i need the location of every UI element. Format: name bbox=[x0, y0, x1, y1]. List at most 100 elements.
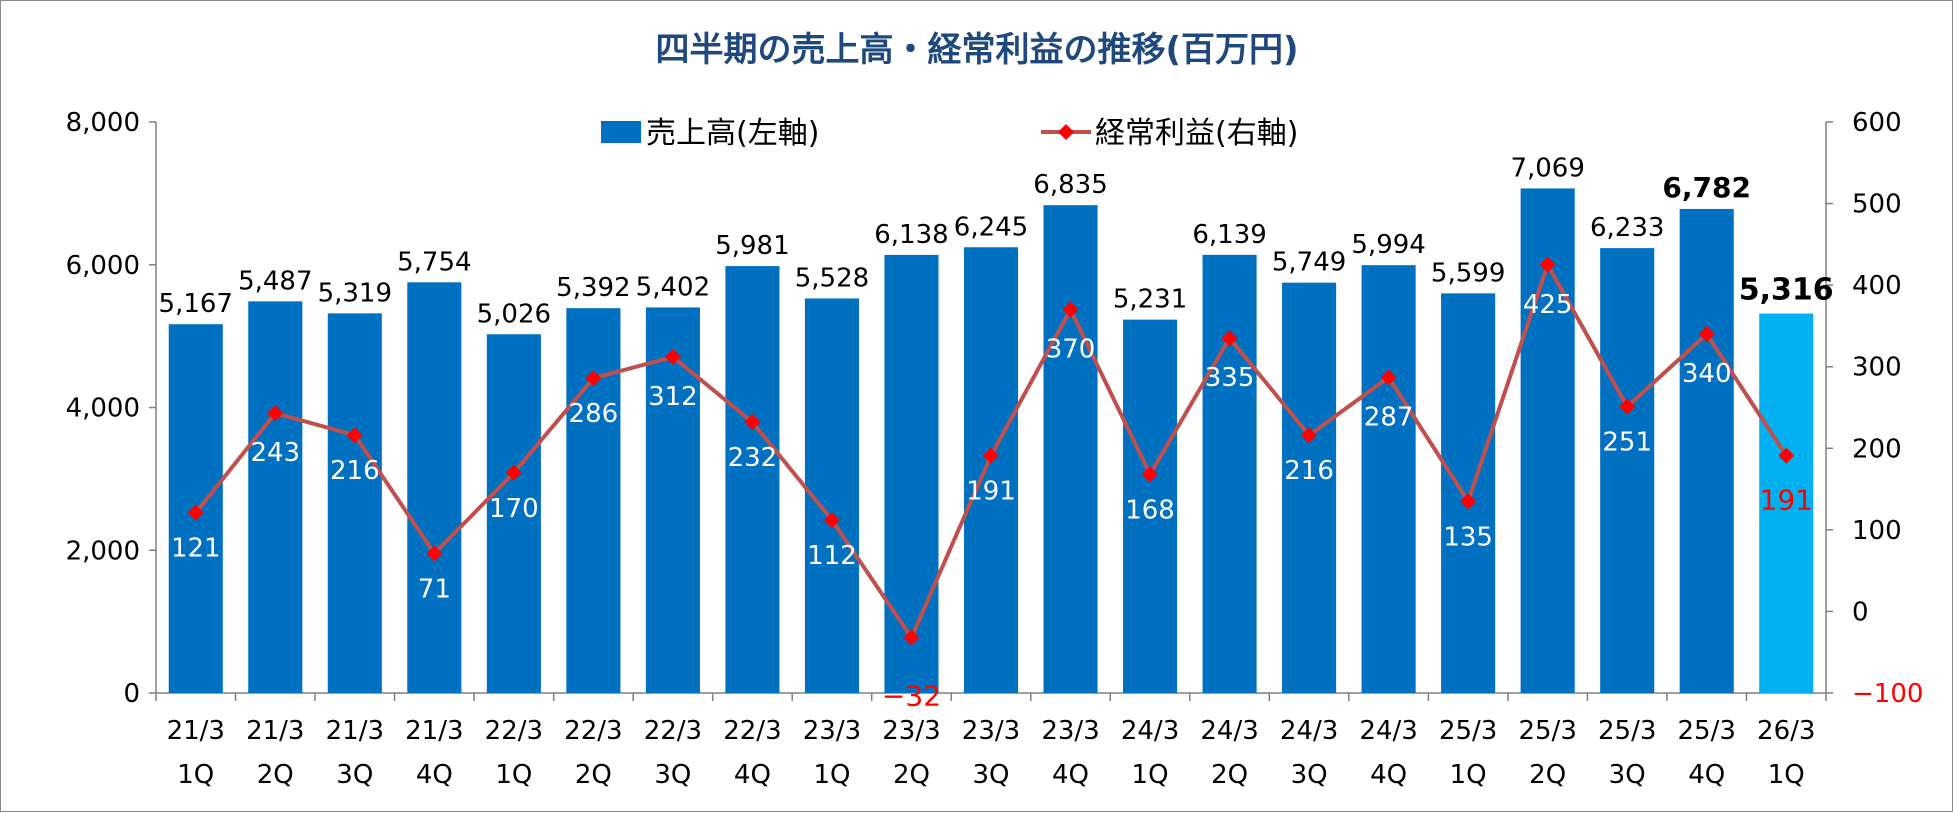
line-point bbox=[1619, 398, 1636, 415]
line-value-label: 135 bbox=[1443, 522, 1493, 552]
left-tick-label: 2,000 bbox=[66, 536, 140, 566]
bar-value-label: 7,069 bbox=[1510, 153, 1584, 183]
line-point bbox=[1778, 447, 1795, 464]
line-value-label: 112 bbox=[807, 541, 857, 571]
bar-value-label: 5,599 bbox=[1431, 258, 1505, 288]
line-point bbox=[664, 348, 681, 365]
bar bbox=[963, 247, 1019, 693]
bar bbox=[1043, 205, 1098, 694]
x-tick-label-year: 22/3 bbox=[564, 716, 622, 746]
bar bbox=[1282, 282, 1337, 693]
line-point bbox=[983, 447, 999, 464]
line-value-label: 287 bbox=[1364, 402, 1414, 432]
axes: 0 2,000 4,000 6,000 8,000 −100 0 100 200 300 400 50… bbox=[66, 108, 1924, 790]
line-value-label: 232 bbox=[728, 443, 778, 473]
x-tick-label-year: 21/3 bbox=[167, 716, 225, 746]
line-point bbox=[187, 504, 204, 521]
line-point bbox=[426, 545, 443, 562]
line-value-label: 191 bbox=[1760, 484, 1813, 517]
x-tick-label-quarter: 1Q bbox=[1132, 760, 1169, 790]
x-tick-label-year: 24/3 bbox=[1359, 716, 1417, 746]
bar-value-label: 5,392 bbox=[556, 273, 630, 303]
line-point bbox=[1142, 466, 1159, 483]
legend-line-marker bbox=[1058, 124, 1074, 140]
line-point bbox=[1380, 369, 1397, 386]
x-tick-label-quarter: 1Q bbox=[177, 760, 214, 790]
bar bbox=[407, 282, 462, 693]
bar bbox=[566, 308, 621, 693]
bar-value-label: 5,749 bbox=[1272, 248, 1346, 278]
line-point bbox=[823, 512, 840, 529]
bar bbox=[645, 307, 700, 693]
line-series bbox=[187, 256, 1795, 646]
line-value-label: 71 bbox=[418, 575, 451, 605]
bar-value-label: 6,139 bbox=[1192, 220, 1266, 250]
bar-value-label: 6,233 bbox=[1590, 213, 1664, 243]
x-tick-label-quarter: 1Q bbox=[495, 760, 532, 790]
bar-value-label: 5,754 bbox=[397, 247, 471, 277]
line-value-label: 168 bbox=[1125, 495, 1175, 525]
bar bbox=[1361, 265, 1416, 693]
bar bbox=[884, 254, 939, 693]
x-tick-label-year: 25/3 bbox=[1439, 716, 1497, 746]
chart-title: 四半期の売上高・経常利益の推移(百万円) bbox=[655, 30, 1298, 70]
x-tick-label-quarter: 4Q bbox=[1370, 760, 1407, 790]
x-tick-label-quarter: 4Q bbox=[416, 760, 453, 790]
bar bbox=[327, 313, 382, 693]
x-tick-label-quarter: 1Q bbox=[1450, 760, 1487, 790]
line-value-label: 121 bbox=[171, 534, 221, 564]
line-value-label: 216 bbox=[330, 456, 380, 486]
x-tick-label-year: 22/3 bbox=[723, 716, 781, 746]
line-value-label: 335 bbox=[1205, 363, 1255, 393]
line-value-label: 216 bbox=[1284, 456, 1334, 486]
line-point bbox=[1062, 301, 1079, 318]
x-tick-label-year: 23/3 bbox=[882, 716, 940, 746]
line-value-label: −32 bbox=[882, 680, 941, 713]
x-tick-label-year: 21/3 bbox=[326, 716, 384, 746]
line-point bbox=[585, 370, 602, 387]
right-tick-label: 300 bbox=[1852, 353, 1902, 383]
line-value-label: 312 bbox=[648, 382, 698, 412]
x-tick-label-quarter: 3Q bbox=[336, 760, 373, 790]
x-tick-label-quarter: 4Q bbox=[734, 760, 771, 790]
bar-value-label: 5,026 bbox=[477, 299, 551, 329]
bar-value-label: 6,835 bbox=[1033, 170, 1107, 200]
line-point bbox=[267, 405, 284, 422]
right-tick-label: 200 bbox=[1852, 434, 1902, 464]
line-value-label: 191 bbox=[966, 477, 1016, 507]
x-tick-label-year: 25/3 bbox=[1598, 716, 1656, 746]
x-tick-label-year: 25/3 bbox=[1678, 716, 1736, 746]
x-tick-label-year: 24/3 bbox=[1280, 716, 1338, 746]
bar-value-label: 5,316 bbox=[1739, 273, 1834, 308]
bar-value-label: 5,528 bbox=[795, 263, 869, 293]
line-value-label: 425 bbox=[1523, 290, 1573, 320]
line-point bbox=[505, 464, 522, 481]
line-value-label: 251 bbox=[1602, 428, 1652, 458]
line-value-label: 170 bbox=[489, 494, 539, 524]
x-tick-label-year: 24/3 bbox=[1200, 716, 1258, 746]
line-point bbox=[1698, 326, 1715, 343]
bar bbox=[248, 301, 303, 693]
line-point bbox=[903, 629, 920, 646]
x-tick-label-quarter: 2Q bbox=[575, 760, 612, 790]
left-tick-label: 8,000 bbox=[66, 108, 140, 138]
x-tick-label-quarter: 2Q bbox=[893, 760, 930, 790]
line-point bbox=[1221, 330, 1238, 347]
line-point bbox=[744, 414, 761, 431]
x-tick-label-quarter: 3Q bbox=[1291, 760, 1328, 790]
bar bbox=[1600, 248, 1655, 693]
legend-bar-label: 売上高(左軸) bbox=[646, 116, 819, 151]
x-tick-label-year: 23/3 bbox=[962, 716, 1020, 746]
x-tick-label-quarter: 3Q bbox=[972, 760, 1009, 790]
right-tick-label: 500 bbox=[1852, 190, 1902, 220]
x-tick-label-year: 23/3 bbox=[1041, 716, 1099, 746]
line-point bbox=[1460, 493, 1477, 510]
x-tick-label-quarter: 3Q bbox=[654, 760, 691, 790]
bar-value-label: 5,402 bbox=[636, 272, 710, 302]
x-tick-label-year: 25/3 bbox=[1518, 716, 1576, 746]
right-tick-label: 400 bbox=[1852, 271, 1902, 301]
x-tick-label-year: 23/3 bbox=[803, 716, 861, 746]
bar bbox=[1679, 208, 1734, 693]
